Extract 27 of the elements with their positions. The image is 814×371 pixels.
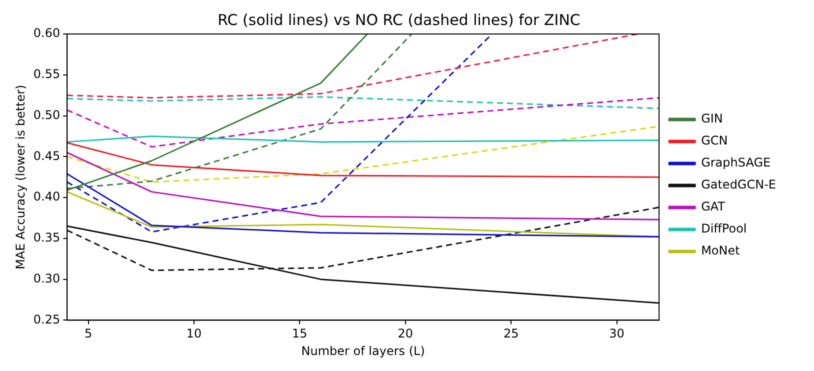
legend-label: GCN bbox=[701, 134, 728, 148]
line-series bbox=[67, 97, 660, 148]
y-tick-label: 0.55 bbox=[33, 67, 60, 82]
y-tick-label: 0.25 bbox=[33, 312, 60, 326]
legend-label: GAT bbox=[701, 200, 726, 214]
y-tick-label: 0.35 bbox=[33, 230, 60, 245]
y-tick-label: 0.30 bbox=[33, 271, 60, 286]
x-tick-label: 25 bbox=[503, 326, 519, 341]
line-series bbox=[67, 34, 639, 99]
legend-label: GatedGCN-E bbox=[701, 178, 776, 192]
y-tick-label: 0.60 bbox=[33, 26, 60, 40]
line-series bbox=[67, 96, 660, 110]
y-tick-label: 0.40 bbox=[33, 190, 60, 204]
x-tick-label: 30 bbox=[609, 326, 624, 341]
x-tick-label: 5 bbox=[84, 326, 92, 341]
x-tick-label: 15 bbox=[292, 326, 308, 341]
x-tick-label: 10 bbox=[186, 326, 202, 341]
x-axis-title: Number of layers (L) bbox=[301, 344, 425, 358]
chart-title: RC (solid lines) vs NO RC (dashed lines) for ZINC bbox=[218, 10, 580, 29]
x-tick-label: 20 bbox=[398, 326, 414, 341]
y-axis-title: MAE Accuracy (lower is better) bbox=[13, 84, 28, 270]
legend-label: MoNet bbox=[701, 244, 740, 258]
y-tick-label: 0.50 bbox=[33, 108, 60, 122]
legend-label: GIN bbox=[701, 112, 723, 126]
legend-label: GraphSAGE bbox=[701, 156, 771, 170]
y-tick-label: 0.45 bbox=[33, 148, 60, 163]
legend-label: DiffPool bbox=[701, 222, 747, 236]
